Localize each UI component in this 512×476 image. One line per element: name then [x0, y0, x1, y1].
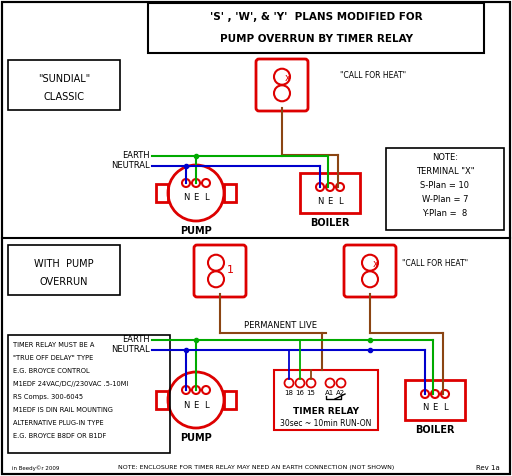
Circle shape — [326, 183, 334, 191]
Text: PERMANENT LIVE: PERMANENT LIVE — [244, 320, 316, 329]
Bar — [386, 148, 504, 230]
Text: in Beedy©r 2009: in Beedy©r 2009 — [12, 465, 59, 471]
Circle shape — [441, 390, 449, 398]
Text: 16: 16 — [295, 390, 305, 396]
Text: NEUTRAL: NEUTRAL — [112, 346, 150, 355]
Bar — [274, 370, 378, 430]
Bar — [405, 380, 465, 420]
Circle shape — [192, 386, 200, 394]
Text: x: x — [285, 73, 291, 83]
Text: NOTE: ENCLOSURE FOR TIMER RELAY MAY NEED AN EARTH CONNECTION (NOT SHOWN): NOTE: ENCLOSURE FOR TIMER RELAY MAY NEED… — [118, 466, 394, 470]
Text: E.G. BROYCE CONTROL: E.G. BROYCE CONTROL — [13, 368, 90, 374]
Text: W-Plan = 7: W-Plan = 7 — [422, 196, 468, 205]
Bar — [148, 3, 484, 53]
Text: M1EDF IS DIN RAIL MOUNTING: M1EDF IS DIN RAIL MOUNTING — [13, 407, 113, 413]
Text: TERMINAL "X": TERMINAL "X" — [416, 168, 474, 177]
Text: EARTH: EARTH — [122, 151, 150, 160]
Text: Rev 1a: Rev 1a — [476, 465, 500, 471]
Circle shape — [336, 183, 344, 191]
Text: L: L — [443, 404, 447, 413]
Text: 18: 18 — [285, 390, 293, 396]
Text: N: N — [183, 194, 189, 202]
Text: E: E — [194, 400, 199, 409]
Text: ALTERNATIVE PLUG-IN TYPE: ALTERNATIVE PLUG-IN TYPE — [13, 420, 103, 426]
Text: NEUTRAL: NEUTRAL — [112, 161, 150, 170]
Text: EARTH: EARTH — [122, 336, 150, 345]
Text: BOILER: BOILER — [310, 218, 350, 228]
Circle shape — [202, 179, 210, 187]
Bar — [8, 245, 120, 295]
Text: 30sec ~ 10min RUN-ON: 30sec ~ 10min RUN-ON — [280, 418, 372, 427]
Bar — [224, 184, 236, 202]
Text: BOILER: BOILER — [415, 425, 455, 435]
Text: Y-Plan =  8: Y-Plan = 8 — [422, 209, 467, 218]
Text: OVERRUN: OVERRUN — [40, 277, 88, 287]
Text: TIMER RELAY: TIMER RELAY — [293, 407, 359, 416]
Text: E.G. BROYCE B8DF OR B1DF: E.G. BROYCE B8DF OR B1DF — [13, 433, 106, 439]
Text: E: E — [194, 194, 199, 202]
Text: L: L — [204, 400, 208, 409]
Circle shape — [326, 378, 334, 387]
Text: RS Comps. 300-6045: RS Comps. 300-6045 — [13, 394, 83, 400]
Text: E: E — [432, 404, 438, 413]
Text: "SUNDIAL": "SUNDIAL" — [38, 74, 90, 84]
Text: N: N — [422, 404, 428, 413]
Bar — [8, 60, 120, 110]
Text: x: x — [373, 259, 379, 269]
Text: PUMP: PUMP — [180, 226, 212, 236]
Text: "CALL FOR HEAT": "CALL FOR HEAT" — [402, 259, 468, 268]
Text: A1: A1 — [325, 390, 335, 396]
Circle shape — [202, 386, 210, 394]
Bar — [156, 391, 168, 409]
Text: CLASSIC: CLASSIC — [44, 92, 84, 102]
Text: 15: 15 — [307, 390, 315, 396]
Circle shape — [182, 386, 190, 394]
Bar — [8, 335, 170, 453]
Bar — [156, 184, 168, 202]
Text: NOTE:: NOTE: — [432, 153, 458, 162]
Text: WITH  PUMP: WITH PUMP — [34, 259, 94, 269]
Text: M1EDF 24VAC/DC//230VAC .5-10MI: M1EDF 24VAC/DC//230VAC .5-10MI — [13, 381, 128, 387]
Text: N: N — [183, 400, 189, 409]
Circle shape — [316, 183, 324, 191]
Text: S-Plan = 10: S-Plan = 10 — [420, 181, 470, 190]
Text: L: L — [338, 197, 343, 206]
Text: E: E — [327, 197, 333, 206]
Text: PUMP OVERRUN BY TIMER RELAY: PUMP OVERRUN BY TIMER RELAY — [220, 34, 413, 44]
Circle shape — [192, 179, 200, 187]
Circle shape — [182, 179, 190, 187]
Circle shape — [307, 378, 315, 387]
Circle shape — [431, 390, 439, 398]
Bar — [300, 173, 360, 213]
Text: A2: A2 — [336, 390, 346, 396]
Text: N: N — [317, 197, 323, 206]
Text: PUMP: PUMP — [180, 433, 212, 443]
Text: L: L — [204, 194, 208, 202]
Bar — [224, 391, 236, 409]
Circle shape — [421, 390, 429, 398]
Circle shape — [295, 378, 305, 387]
Text: TIMER RELAY MUST BE A: TIMER RELAY MUST BE A — [13, 342, 94, 348]
Text: "CALL FOR HEAT": "CALL FOR HEAT" — [340, 71, 406, 80]
Text: 'S' , 'W', & 'Y'  PLANS MODIFIED FOR: 'S' , 'W', & 'Y' PLANS MODIFIED FOR — [210, 12, 422, 22]
Circle shape — [285, 378, 293, 387]
Circle shape — [336, 378, 346, 387]
Text: 1: 1 — [226, 265, 233, 275]
Text: "TRUE OFF DELAY" TYPE: "TRUE OFF DELAY" TYPE — [13, 355, 93, 361]
